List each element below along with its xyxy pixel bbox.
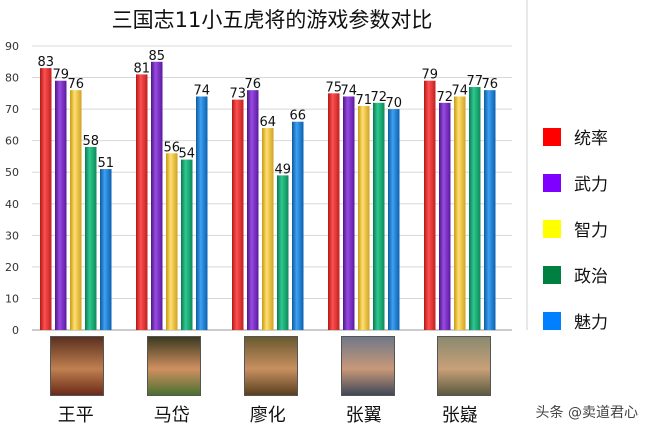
y-tick-label: 60 (5, 135, 19, 148)
data-label: 74 (340, 83, 357, 98)
bar (181, 159, 193, 330)
data-label: 58 (82, 134, 99, 149)
category-label: 张嶷 (442, 405, 478, 426)
data-label: 66 (289, 109, 306, 124)
y-tick-label: 20 (5, 261, 19, 274)
bar (196, 96, 208, 330)
bar (328, 93, 340, 330)
bar (166, 153, 178, 330)
y-tick-label: 30 (5, 229, 19, 242)
bar (100, 169, 112, 330)
data-label: 64 (259, 115, 276, 130)
category-label: 廖化 (250, 405, 286, 426)
bar (469, 87, 481, 331)
data-label: 81 (133, 61, 150, 76)
legend-label: 魅力 (574, 313, 608, 333)
legend-swatch (543, 266, 561, 284)
x-axis-labels: 王平 马岱 廖化 张翼 张嶷 (58, 405, 478, 426)
data-label: 70 (385, 96, 402, 111)
data-label: 85 (148, 49, 165, 64)
legend-swatch (543, 128, 561, 146)
watermark: 头条 @卖道君心 (536, 404, 638, 421)
y-tick-label: 50 (5, 166, 19, 179)
legend-label: 政治 (574, 267, 608, 287)
portrait-wang-ping (50, 336, 104, 396)
portrait-ma-dai (147, 336, 201, 396)
bar (454, 96, 466, 330)
bar (292, 121, 304, 330)
category-label: 马岱 (154, 405, 190, 426)
bars (40, 61, 496, 331)
data-label: 77 (466, 74, 483, 89)
bar (424, 80, 436, 330)
bar (247, 90, 259, 330)
data-label: 73 (229, 87, 246, 102)
data-label: 72 (436, 90, 453, 105)
data-label: 51 (97, 156, 114, 171)
category-label: 王平 (58, 405, 94, 426)
bar (358, 105, 370, 330)
data-label: 71 (355, 93, 372, 108)
y-tick-label: 80 (5, 72, 19, 85)
data-label: 79 (421, 68, 438, 83)
y-tick-label: 40 (5, 198, 19, 211)
y-tick-label: 0 (12, 324, 19, 337)
y-axis: 0 10 20 30 40 50 60 70 80 90 (5, 0, 528, 337)
data-label: 76 (244, 77, 261, 92)
data-label: 76 (67, 77, 84, 92)
data-label: 75 (325, 80, 342, 95)
bar (343, 96, 355, 330)
y-tick-label: 70 (5, 103, 19, 116)
data-label: 74 (451, 83, 468, 98)
category-label: 张翼 (346, 405, 382, 426)
data-label: 72 (370, 90, 387, 105)
data-label: 79 (52, 68, 69, 83)
legend-swatch (543, 220, 561, 238)
bar (40, 68, 52, 330)
bar (55, 80, 67, 330)
legend-swatch (543, 312, 561, 330)
bar (484, 90, 496, 330)
y-tick-label: 10 (5, 292, 19, 305)
legend-label: 智力 (574, 221, 608, 241)
bar (151, 61, 163, 331)
portrait-zhang-ni (437, 336, 491, 396)
legend-label: 统率 (574, 129, 608, 149)
bar (70, 90, 82, 330)
bar (136, 74, 148, 331)
bar (388, 109, 400, 330)
data-label: 54 (178, 147, 195, 162)
data-label: 74 (193, 83, 210, 98)
bar (232, 99, 244, 331)
portrait-zhang-yi (341, 336, 395, 396)
portrait-liao-hua (244, 336, 298, 396)
chart-title: 三国志11小五虎将的游戏参数对比 (112, 8, 433, 32)
bar (262, 128, 274, 330)
data-label: 76 (481, 77, 498, 92)
data-label: 49 (274, 162, 291, 177)
bar (373, 102, 385, 330)
data-label: 56 (163, 140, 180, 155)
data-label: 83 (37, 55, 54, 70)
legend-swatch (543, 174, 561, 192)
bar (85, 146, 97, 330)
bar (277, 175, 289, 330)
y-tick-label: 90 (5, 40, 19, 53)
bar (439, 102, 451, 330)
legend-label: 武力 (574, 175, 608, 195)
